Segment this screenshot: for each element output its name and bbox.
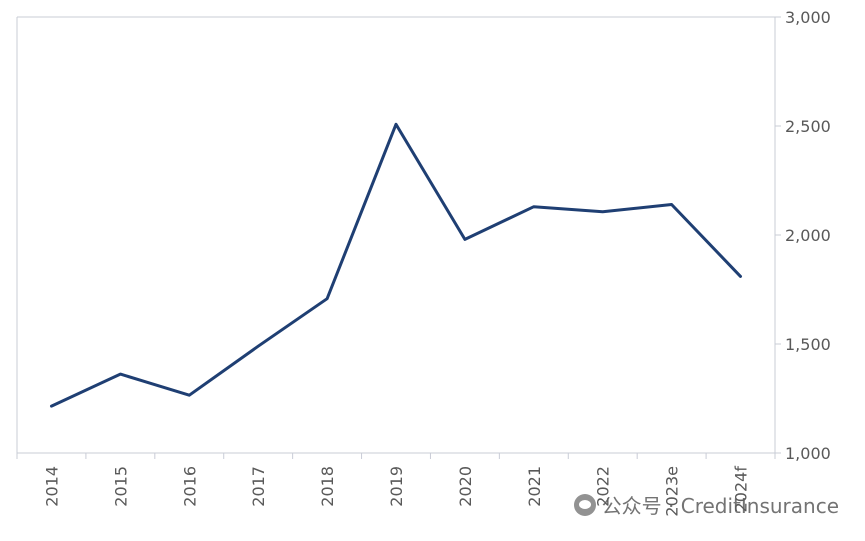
x-tick-label: 2019 bbox=[387, 466, 406, 507]
y-tick-label: 2,500 bbox=[785, 117, 831, 136]
plot-frame bbox=[16, 16, 776, 454]
y-tick-label: 2,000 bbox=[785, 226, 831, 245]
x-tick-label: 2018 bbox=[318, 466, 337, 507]
watermark-text: 公众号 · CreditInsurance bbox=[601, 494, 839, 518]
wechat-icon bbox=[573, 494, 596, 516]
x-tick-label: 2017 bbox=[249, 466, 268, 507]
y-axis: 1,000 1,500 2,000 2,500 3,000 bbox=[775, 8, 831, 463]
y-tick-label: 3,000 bbox=[785, 8, 831, 27]
x-axis: 2014 2015 2016 2017 2018 2019 2020 2021 2022 2023… bbox=[16, 453, 776, 517]
x-tick-label: 2016 bbox=[180, 466, 199, 507]
x-tick-label: 2014 bbox=[42, 466, 61, 507]
series-group bbox=[50, 122, 742, 408]
x-tick-label: 2015 bbox=[111, 466, 130, 507]
watermark: 公众号 · CreditInsurance bbox=[573, 490, 839, 519]
series-line bbox=[50, 122, 742, 408]
y-tick-label: 1,500 bbox=[785, 335, 831, 354]
x-tick-label: 2022 bbox=[594, 466, 613, 507]
x-tick-label: 2023e bbox=[663, 466, 682, 517]
x-tick-label: 2020 bbox=[456, 466, 475, 507]
x-tick-label: 2021 bbox=[525, 466, 544, 507]
x-tick-label: 2024f bbox=[732, 466, 751, 513]
y-tick-label: 1,000 bbox=[785, 444, 831, 463]
